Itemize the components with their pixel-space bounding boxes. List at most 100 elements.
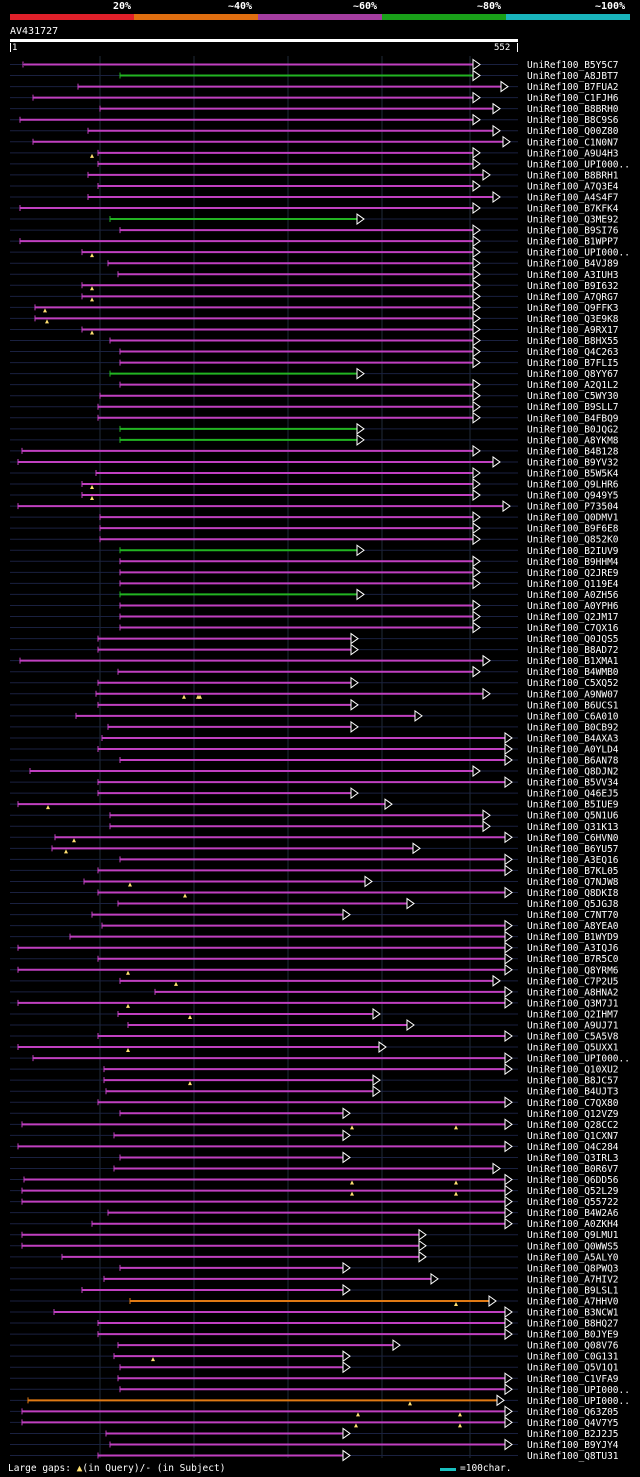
hit-end-arrow (350, 676, 359, 689)
hit-label: UniRef100_Q4C263 (527, 347, 619, 358)
hit-label: UniRef100_UPI000.. (527, 1385, 630, 1396)
hit-label: UniRef100_Q8YY67 (527, 369, 619, 380)
hit-end-arrow (504, 1030, 513, 1042)
legend-bar-40 (134, 14, 258, 20)
hit-end-arrow (472, 268, 481, 281)
hit-end-arrow (482, 809, 491, 822)
hit-label: UniRef100_B6AN78 (527, 756, 619, 767)
hit-label: UniRef100_Q4V7Y5 (527, 1418, 619, 1429)
hit-end-arrow (496, 1394, 505, 1407)
hit-end-arrow (472, 113, 481, 126)
hit-label: UniRef100_B8HQ27 (527, 1319, 619, 1330)
gap-marker-icon (188, 1014, 192, 1019)
hit-end-arrow (414, 709, 423, 722)
hit-label: UniRef100_A9UJ71 (527, 1020, 619, 1031)
hit-end-arrow (472, 179, 481, 192)
hit-end-arrow (472, 489, 481, 502)
hit-label: UniRef100_B2J2J5 (527, 1429, 619, 1440)
hit-label: UniRef100_C6HVN0 (527, 833, 619, 844)
hit-end-arrow (430, 1272, 439, 1285)
hit-end-arrow (418, 1239, 427, 1252)
hit-end-arrow (504, 1173, 513, 1186)
hit-label: UniRef100_Q63Z05 (527, 1407, 619, 1418)
hit-end-arrow (356, 213, 365, 226)
hit-end-arrow (472, 290, 481, 303)
gap-marker-icon (90, 496, 94, 501)
hit-label: UniRef100_A3IUH3 (527, 270, 619, 281)
hit-label: UniRef100_A0ZH56 (527, 590, 619, 601)
hit-label: UniRef100_B1WYD9 (527, 932, 619, 943)
ruler-start-label: 1 (12, 43, 18, 53)
hit-label: UniRef100_B3NCW1 (527, 1308, 619, 1319)
legend-bar-60 (258, 14, 382, 20)
gap-marker-icon (64, 849, 68, 854)
hit-end-arrow (342, 1151, 351, 1164)
hit-end-arrow (504, 1383, 513, 1396)
hit-end-arrow (350, 787, 359, 800)
hit-label: UniRef100_Q3E9K8 (527, 314, 619, 325)
gap-marker-icon (454, 1180, 458, 1185)
scale-bar (440, 1468, 456, 1471)
gap-marker-icon (90, 253, 94, 258)
gap-marker-icon (458, 1423, 462, 1428)
subject-gap-marker: - (145, 1463, 152, 1474)
hit-end-arrow (472, 522, 481, 535)
hit-label: UniRef100_C0G131 (527, 1352, 619, 1363)
hit-label: UniRef100_B0R6V7 (527, 1164, 619, 1175)
legend-label-100: ~100% (595, 1, 626, 12)
hit-end-arrow (472, 58, 481, 71)
gap-marker-icon (454, 1125, 458, 1130)
gap-marker-icon (151, 1357, 155, 1362)
gap-marker-icon (183, 893, 187, 898)
hit-end-arrow (472, 411, 481, 424)
gap-marker-icon (182, 694, 186, 699)
hit-end-arrow (472, 621, 481, 634)
hit-label: UniRef100_B5VV34 (527, 778, 619, 789)
hit-end-arrow (342, 1350, 351, 1363)
hit-label: UniRef100_Q5N1U6 (527, 811, 619, 822)
ruler-tick-start (10, 43, 11, 52)
gap-marker-icon (188, 1081, 192, 1086)
hit-label: UniRef100_UPI000.. (527, 159, 630, 170)
hit-label: UniRef100_B9YJY4 (527, 1440, 619, 1451)
hit-label: UniRef100_Q46EJ5 (527, 789, 619, 800)
hit-end-arrow (406, 1019, 415, 1031)
hit-end-arrow (504, 1416, 513, 1429)
hit-end-arrow (504, 1118, 513, 1131)
hit-end-arrow (472, 566, 481, 579)
gap-marker-icon (454, 1191, 458, 1196)
hit-label: UniRef100_Q3M7J1 (527, 998, 619, 1009)
hit-label: UniRef100_B4UJT3 (527, 1087, 619, 1098)
hit-label: UniRef100_Q7NJW8 (527, 877, 619, 888)
gaps-prefix: Large gaps: (8, 1463, 71, 1474)
gap-marker-icon (174, 981, 178, 986)
hit-end-arrow (488, 1295, 497, 1307)
gap-marker-icon (350, 1191, 354, 1196)
hit-label: UniRef100_Q8YRM6 (527, 965, 619, 976)
gap-marker-icon (90, 153, 94, 158)
hit-end-arrow (472, 400, 481, 413)
hit-label: UniRef100_C6A010 (527, 711, 619, 722)
hit-label: UniRef100_Q4C284 (527, 1142, 619, 1153)
hit-end-arrow (504, 886, 513, 899)
hit-end-arrow (502, 135, 511, 148)
hit-end-arrow (472, 279, 481, 292)
legend-bar-100 (506, 14, 630, 20)
hit-label: UniRef100_Q52L29 (527, 1186, 619, 1197)
hit-label: UniRef100_Q6DD56 (527, 1175, 619, 1186)
hit-label: UniRef100_UPI000.. (527, 248, 630, 259)
hit-label: UniRef100_B8BRH0 (527, 104, 619, 115)
hit-label: UniRef100_A0ZKH4 (527, 1219, 619, 1230)
hit-label: UniRef100_A7QRG7 (527, 292, 619, 303)
hit-label: UniRef100_B8JC57 (527, 1076, 619, 1087)
hit-end-arrow (504, 1306, 513, 1318)
hit-end-arrow (472, 444, 481, 457)
hit-end-arrow (342, 1261, 351, 1274)
gap-marker-icon (198, 694, 202, 699)
hit-end-arrow (504, 1405, 513, 1418)
hit-end-arrow (504, 1317, 513, 1330)
hit-label: UniRef100_A4S4F7 (527, 192, 619, 203)
hit-end-arrow (472, 467, 481, 479)
gaps-query-text: (in Query)/ (82, 1463, 146, 1474)
hit-label: UniRef100_B9SI76 (527, 226, 619, 237)
